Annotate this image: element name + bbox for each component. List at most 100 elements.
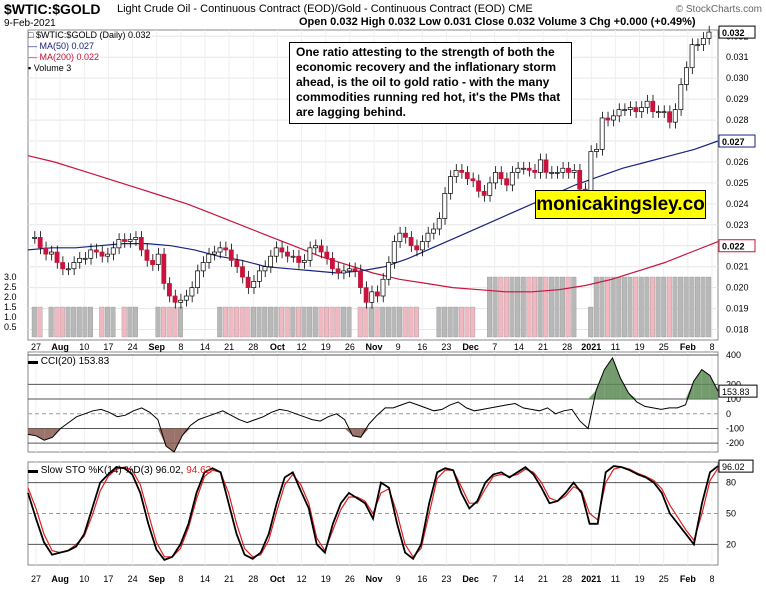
- volume-bar: [273, 306, 279, 338]
- brand-label: monicakingsley.co: [535, 190, 706, 219]
- candle-body: [268, 255, 274, 268]
- candle-body: [93, 249, 99, 253]
- instrument-description: Light Crude Oil - Continuous Contract (E…: [117, 3, 506, 15]
- volume-axis-label: 1.5: [4, 302, 17, 312]
- volume-bar: [166, 306, 172, 338]
- candle-body: [678, 84, 684, 110]
- volume-bar: [672, 276, 678, 338]
- volume-bar: [627, 276, 633, 338]
- candle-body: [610, 115, 616, 121]
- x-tick-label-top: 14: [514, 342, 524, 352]
- volume-bar: [82, 306, 88, 338]
- volume-bar: [307, 306, 313, 338]
- price-y-tick-label: 0.028: [726, 115, 749, 125]
- volume-bar: [683, 276, 689, 338]
- candle-body: [554, 172, 560, 174]
- volume-bar: [251, 306, 256, 338]
- volume-bar: [88, 306, 93, 338]
- cci-fill-negative: [166, 428, 175, 452]
- candle-body: [346, 268, 352, 272]
- candle-body: [374, 291, 380, 297]
- candle-body: [285, 251, 290, 257]
- volume-bar: [565, 276, 571, 338]
- x-tick-label-top: 14: [200, 342, 210, 352]
- volume-bar: [65, 306, 71, 338]
- candle-body: [594, 149, 599, 152]
- candle-body: [352, 268, 358, 272]
- volume-bar: [48, 306, 54, 338]
- volume-bar: [515, 276, 521, 338]
- volume-bar: [661, 276, 667, 338]
- x-tick-label-top: 28: [248, 342, 258, 352]
- cci-fill-positive: [620, 378, 629, 400]
- volume-bar: [155, 306, 161, 338]
- candle-body: [43, 247, 49, 255]
- candle-body: [695, 44, 701, 47]
- candle-body: [684, 67, 689, 85]
- candle-body: [234, 260, 240, 268]
- candle-body: [459, 169, 465, 173]
- cci-fill-positive: [709, 375, 718, 400]
- price-y-tick-label: 0.018: [726, 325, 749, 335]
- candle-body: [245, 276, 251, 288]
- volume-bar: [284, 306, 290, 338]
- candle-body: [307, 247, 313, 261]
- ma50-value-box: [718, 134, 756, 148]
- volume-bar: [408, 306, 414, 338]
- ma50-value-text: 0.027: [722, 137, 745, 147]
- volume-bar: [638, 276, 644, 338]
- candle-body: [335, 268, 341, 274]
- candle-body: [240, 266, 245, 278]
- volume-axis-label: 2.5: [4, 282, 17, 292]
- volume-bar: [458, 306, 464, 338]
- panel-frame-1: [27, 29, 719, 341]
- cci-fill-negative: [28, 428, 37, 436]
- candle-body: [178, 299, 184, 303]
- volume-bar: [267, 306, 273, 338]
- volume-bar: [172, 306, 178, 338]
- cci-y-tick-label: -100: [726, 423, 744, 433]
- x-tick-label-top: Nov: [365, 342, 382, 352]
- candle-body: [290, 255, 296, 258]
- volume-bar: [380, 306, 386, 338]
- candle-body: [509, 172, 515, 186]
- panel-frame-2: [27, 351, 719, 453]
- cci-fill-positive: [701, 369, 710, 400]
- x-tick-label-top: 10: [79, 342, 89, 352]
- candle-body: [172, 295, 178, 303]
- cci-fill-positive: [588, 390, 597, 400]
- volume-bar: [262, 306, 268, 338]
- volume-bar: [335, 306, 341, 338]
- volume-bar: [447, 306, 453, 338]
- candle-body: [82, 257, 88, 260]
- candle-body: [577, 169, 583, 190]
- volume-bar: [324, 306, 330, 338]
- sto-d-value: 94.62: [186, 465, 212, 476]
- volume-bar: [290, 306, 296, 338]
- candle-body: [403, 232, 408, 238]
- candle-body: [228, 249, 234, 261]
- candle-body: [167, 283, 172, 297]
- candle-body: [200, 262, 206, 272]
- volume-bar: [436, 306, 442, 338]
- volume-bar: [363, 306, 369, 338]
- cci-fill-positive: [604, 357, 613, 400]
- cci-label-text: CCI(20) 153.83: [40, 356, 110, 367]
- price-y-tick-label: 0.024: [726, 199, 749, 209]
- candle-body: [99, 251, 105, 257]
- candle-body: [650, 100, 656, 113]
- candle-body: [391, 241, 397, 263]
- volume-bar: [470, 306, 476, 338]
- x-tick-label-top: 8: [709, 342, 714, 352]
- x-tick-label-bottom: Dec: [462, 574, 479, 584]
- candle-body: [155, 253, 161, 265]
- cci-fill-negative: [182, 428, 191, 436]
- x-tick-label-bottom: Aug: [51, 574, 69, 584]
- cci-fill-negative: [44, 428, 53, 441]
- candle-body: [599, 117, 605, 150]
- annotation-box: One ratio attesting to the strength of b…: [289, 42, 572, 124]
- close-value-box: [718, 25, 756, 39]
- cci-y-tick-label: 0: [726, 409, 731, 419]
- candle-body: [448, 176, 453, 194]
- cci-y-tick-label: -200: [726, 438, 744, 448]
